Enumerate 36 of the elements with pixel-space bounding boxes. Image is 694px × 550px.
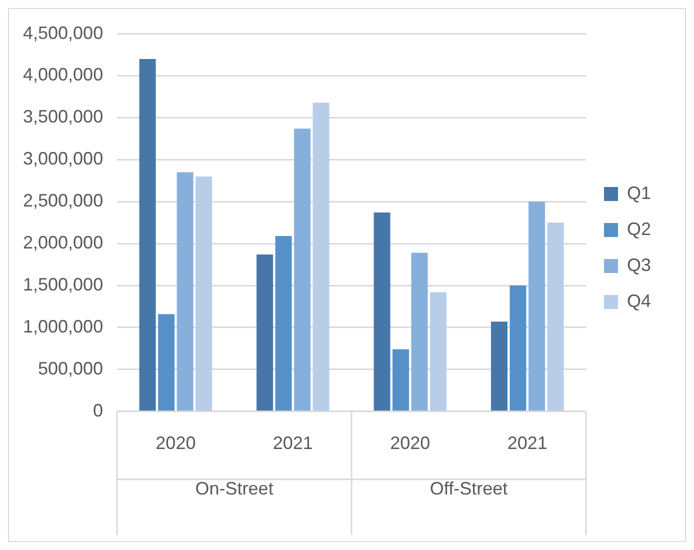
bar [312, 102, 330, 411]
legend-label: Q4 [626, 290, 652, 311]
bar [256, 254, 274, 411]
legend-label: Q3 [626, 254, 652, 275]
bar [158, 314, 175, 411]
y-tick-label: 1,500,000 [23, 274, 104, 294]
y-tick-label: 3,000,000 [23, 148, 104, 169]
x-tick-label: 2020 [156, 433, 196, 454]
y-tick-label: 4,500,000 [23, 22, 104, 43]
bar [176, 172, 194, 411]
text: On-Street [195, 478, 274, 498]
bar [510, 286, 526, 411]
bar [547, 222, 564, 411]
y-tick-label: 2,000,000 [23, 232, 104, 253]
bar [411, 252, 428, 411]
y-tick-label: 2,500,000 [23, 190, 104, 211]
y-tick-label: 500,000 [38, 358, 104, 378]
bar [392, 349, 410, 411]
text: Off-Street [430, 478, 508, 498]
bar [374, 212, 390, 411]
x-tick-label: 2021 [507, 433, 548, 454]
y-tick-label: 3,500,000 [23, 106, 104, 127]
bar [430, 292, 447, 411]
bar [528, 202, 546, 411]
legend-label: Q1 [626, 182, 652, 203]
y-tick-label: 4,000,000 [23, 64, 104, 85]
bar [275, 236, 292, 411]
bar [294, 128, 311, 411]
x-tick-label: 2021 [272, 433, 313, 454]
y-tick-label: 0 [93, 400, 104, 420]
legend-label: Q2 [626, 218, 652, 239]
bar [490, 322, 508, 411]
x-tick-label: 2020 [390, 433, 430, 454]
bar [139, 58, 156, 411]
bar [196, 176, 212, 411]
y-tick-label: 1,000,000 [23, 316, 104, 336]
